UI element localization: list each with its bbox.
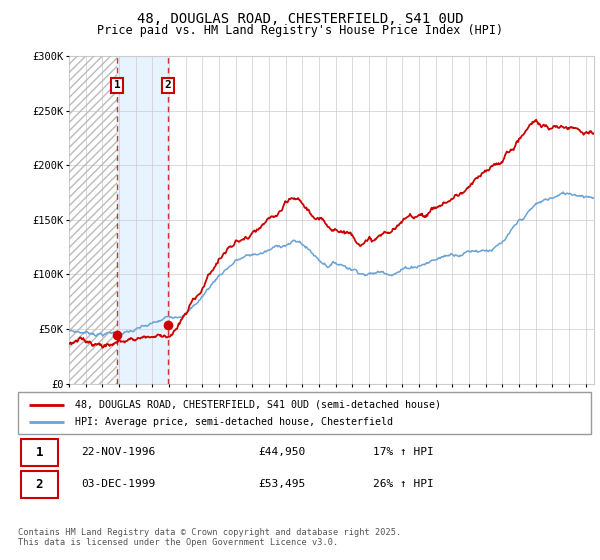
Bar (69, 56, 118, 384)
Text: Price paid vs. HM Land Registry's House Price Index (HPI): Price paid vs. HM Land Registry's House … (97, 24, 503, 37)
Bar (69, 56, 118, 384)
Text: 26% ↑ HPI: 26% ↑ HPI (373, 479, 434, 489)
Text: £44,950: £44,950 (259, 447, 306, 458)
Bar (69, 56, 118, 384)
Bar (118, 56, 167, 384)
Text: 2: 2 (164, 81, 171, 91)
Text: 48, DOUGLAS ROAD, CHESTERFIELD, S41 0UD: 48, DOUGLAS ROAD, CHESTERFIELD, S41 0UD (137, 12, 463, 26)
FancyBboxPatch shape (21, 471, 58, 498)
Text: 1: 1 (114, 81, 121, 91)
Text: Contains HM Land Registry data © Crown copyright and database right 2025.
This d: Contains HM Land Registry data © Crown c… (18, 528, 401, 547)
FancyBboxPatch shape (21, 438, 58, 466)
FancyBboxPatch shape (18, 392, 591, 434)
Text: 17% ↑ HPI: 17% ↑ HPI (373, 447, 434, 458)
Text: £53,495: £53,495 (259, 479, 306, 489)
Text: 2: 2 (35, 478, 43, 491)
Text: 48, DOUGLAS ROAD, CHESTERFIELD, S41 0UD (semi-detached house): 48, DOUGLAS ROAD, CHESTERFIELD, S41 0UD … (76, 400, 442, 409)
Text: 1: 1 (35, 446, 43, 459)
Text: 22-NOV-1996: 22-NOV-1996 (81, 447, 155, 458)
Text: HPI: Average price, semi-detached house, Chesterfield: HPI: Average price, semi-detached house,… (76, 417, 394, 427)
Text: 03-DEC-1999: 03-DEC-1999 (81, 479, 155, 489)
